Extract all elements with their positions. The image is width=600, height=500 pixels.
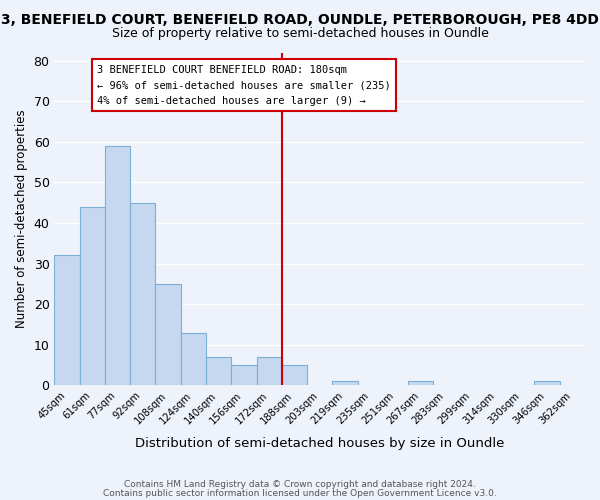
Text: 3 BENEFIELD COURT BENEFIELD ROAD: 180sqm
← 96% of semi-detached houses are small: 3 BENEFIELD COURT BENEFIELD ROAD: 180sqm…: [97, 64, 391, 106]
Text: 3, BENEFIELD COURT, BENEFIELD ROAD, OUNDLE, PETERBOROUGH, PE8 4DD: 3, BENEFIELD COURT, BENEFIELD ROAD, OUND…: [1, 12, 599, 26]
Bar: [282, 365, 307, 386]
Bar: [535, 382, 560, 386]
Bar: [55, 256, 80, 386]
Bar: [332, 382, 358, 386]
Bar: [80, 207, 105, 386]
Bar: [155, 284, 181, 386]
Bar: [181, 332, 206, 386]
Bar: [257, 357, 282, 386]
Text: Contains public sector information licensed under the Open Government Licence v3: Contains public sector information licen…: [103, 489, 497, 498]
Bar: [408, 382, 433, 386]
Bar: [206, 357, 231, 386]
Bar: [105, 146, 130, 386]
Bar: [231, 365, 257, 386]
Text: Size of property relative to semi-detached houses in Oundle: Size of property relative to semi-detach…: [112, 28, 488, 40]
X-axis label: Distribution of semi-detached houses by size in Oundle: Distribution of semi-detached houses by …: [135, 437, 505, 450]
Bar: [130, 202, 155, 386]
Text: Contains HM Land Registry data © Crown copyright and database right 2024.: Contains HM Land Registry data © Crown c…: [124, 480, 476, 489]
Y-axis label: Number of semi-detached properties: Number of semi-detached properties: [15, 110, 28, 328]
